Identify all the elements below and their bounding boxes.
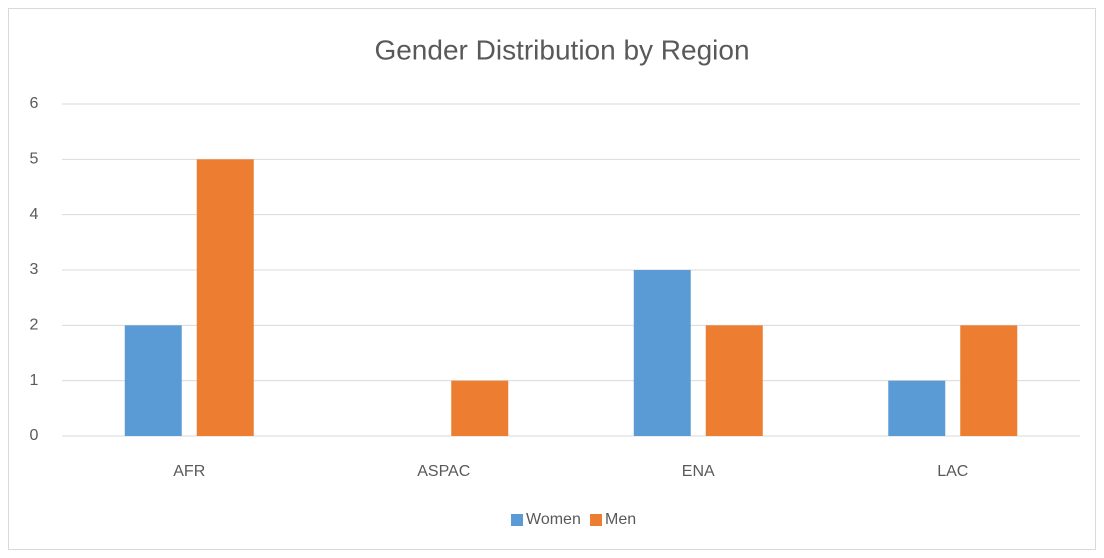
bar: [960, 325, 1018, 436]
bar: [633, 270, 691, 436]
x-tick-label: ASPAC: [417, 463, 470, 480]
legend-swatch: [590, 514, 602, 526]
bar: [705, 325, 763, 436]
bar: [124, 325, 182, 436]
y-tick-label: 6: [30, 95, 39, 112]
bar: [196, 159, 254, 437]
bar: [888, 380, 946, 436]
x-tick-label: AFR: [173, 463, 205, 480]
y-tick-label: 0: [30, 427, 39, 444]
chart-border: [8, 8, 1096, 550]
y-tick-label: 2: [30, 317, 39, 334]
x-tick-label: ENA: [682, 463, 715, 480]
legend-swatch: [511, 514, 523, 526]
chart-title: Gender Distribution by Region: [374, 34, 749, 65]
y-tick-label: 5: [30, 151, 39, 168]
y-tick-label: 3: [30, 261, 39, 278]
y-tick-label: 4: [30, 206, 39, 223]
bar: [451, 380, 509, 436]
legend-label: Men: [605, 511, 636, 528]
legend-label: Women: [526, 511, 581, 528]
y-tick-label: 1: [30, 372, 39, 389]
x-tick-label: LAC: [937, 463, 968, 480]
